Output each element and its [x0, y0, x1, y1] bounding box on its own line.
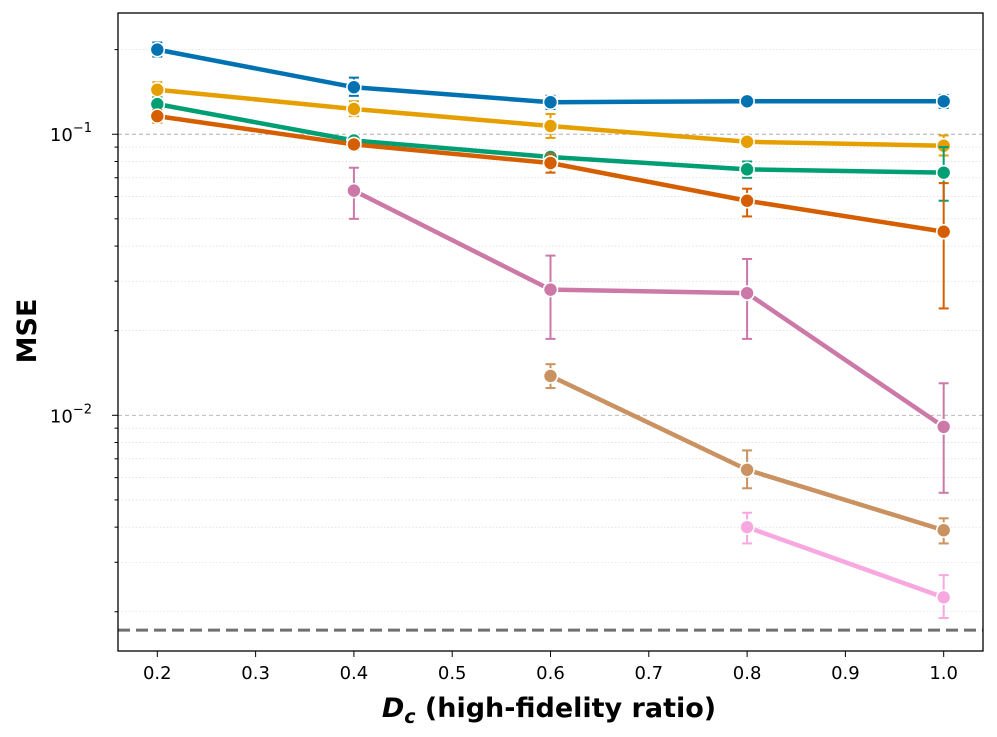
data-point [149, 108, 166, 124]
data-point [149, 81, 166, 98]
data-point [346, 136, 362, 153]
data-point [542, 155, 559, 171]
data-point [739, 461, 755, 478]
data-point [542, 281, 559, 298]
series-2 [149, 96, 952, 202]
data-point [935, 419, 952, 435]
data-point [739, 161, 755, 178]
series-1 [149, 81, 952, 157]
series-line-6 [744, 524, 946, 600]
series-3 [149, 108, 952, 310]
x-tick-label: 0.3 [241, 663, 270, 684]
data-point [739, 285, 755, 301]
x-tick-label: 0.4 [340, 663, 369, 684]
data-point [542, 94, 559, 111]
x-tick-label: 1.0 [929, 663, 958, 684]
data-point [935, 223, 952, 240]
data-point [739, 133, 755, 150]
y-tick-label: 10−1 [50, 121, 92, 146]
data-point [346, 79, 362, 96]
data-point [739, 93, 755, 110]
series-line-0 [155, 47, 946, 105]
x-axis-label: Dc (high-fidelity ratio) [382, 693, 716, 728]
data-point [542, 118, 559, 134]
series-5 [542, 363, 952, 545]
series-4 [346, 166, 952, 494]
x-axis-label-symbol: D [382, 693, 404, 724]
data-point [935, 522, 952, 539]
x-tick-label: 0.7 [634, 663, 663, 684]
y-tick-label: 10−2 [50, 402, 92, 427]
data-point [935, 589, 952, 606]
data-point [935, 93, 952, 110]
series-layer [149, 41, 952, 620]
data-point [739, 519, 755, 535]
data-point [346, 101, 362, 117]
x-tick-label: 0.2 [143, 663, 172, 684]
x-axis-label-text: (high-fidelity ratio) [416, 693, 717, 724]
grid-lines [118, 49, 983, 613]
series-line-4 [351, 188, 946, 430]
x-tick-label: 0.9 [831, 663, 860, 684]
series-6 [739, 511, 952, 620]
data-point [346, 182, 362, 199]
axis-ticks: 10−1 10−2 0.2 0.3 0.4 0.5 0.6 0.7 0.8 0.9 1.0 [50, 49, 958, 684]
series-0 [149, 41, 952, 111]
y-axis-label: MSE [12, 299, 43, 364]
x-axis-label-subscript: c [404, 706, 416, 728]
data-point [935, 164, 952, 181]
data-point [739, 192, 755, 209]
data-point [542, 368, 559, 384]
x-tick-label: 0.5 [438, 663, 467, 684]
x-tick-label: 0.6 [536, 663, 565, 684]
x-tick-label: 0.8 [733, 663, 762, 684]
data-point [149, 41, 166, 58]
